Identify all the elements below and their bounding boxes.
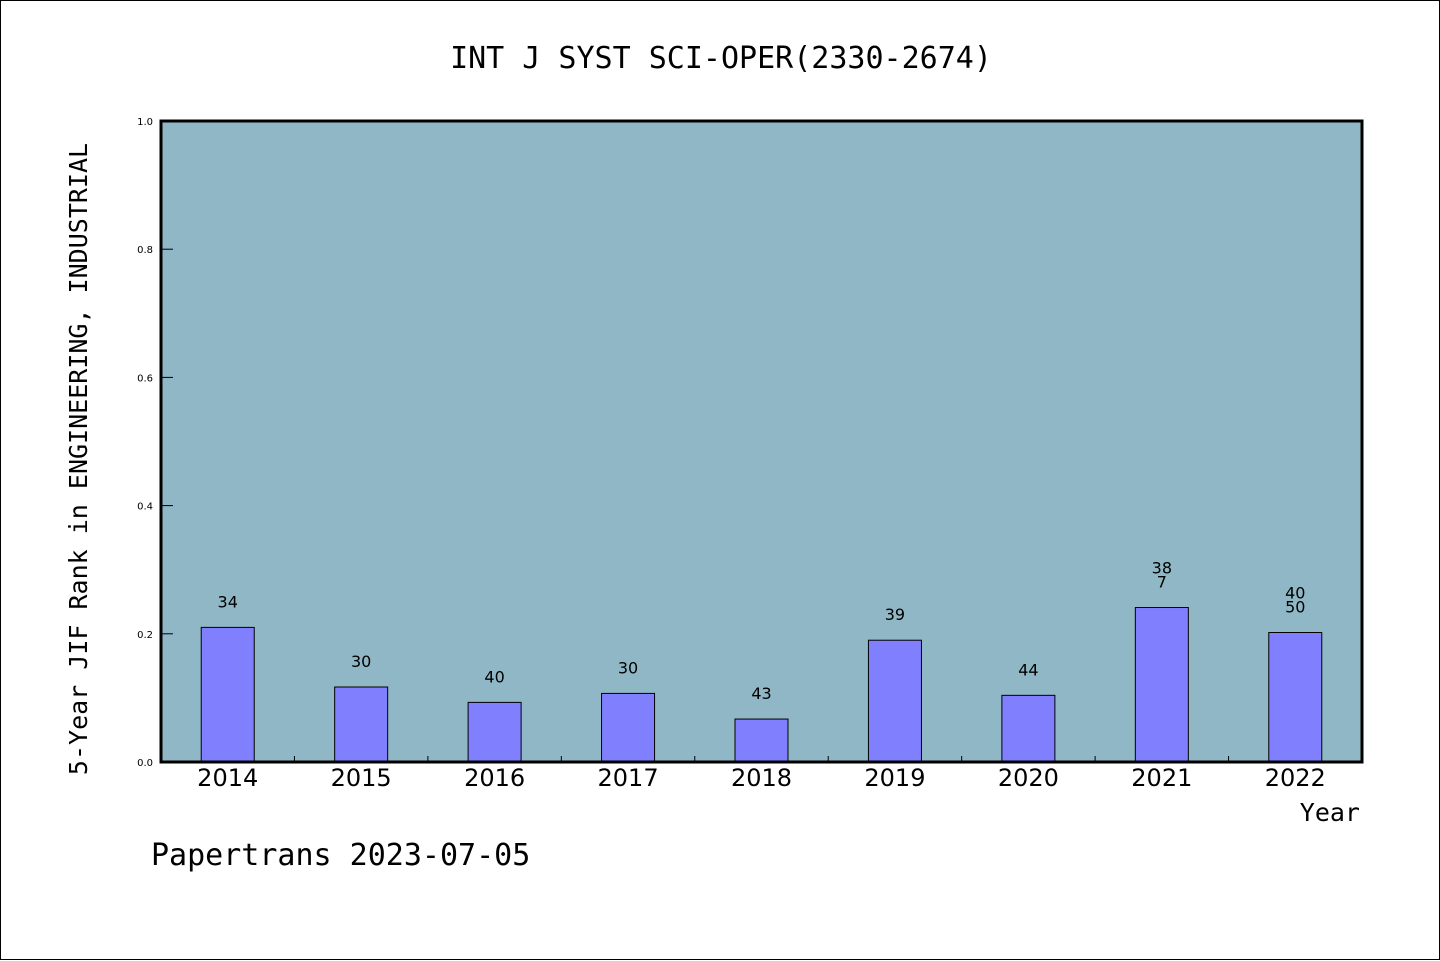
bar-2014 [200,626,255,763]
plot-border [159,119,1364,764]
bar-value-label: 50 [1285,598,1305,617]
y-tick-label: 0.2 [137,630,153,641]
bar-2019 [867,639,922,763]
bar-value-label: 30 [618,658,638,677]
bar-2022 [1268,632,1323,763]
x-tick-label: 2022 [1265,764,1326,792]
y-tick-label: 1.0 [137,117,153,128]
footer-credit: Papertrans 2023-07-05 [151,838,530,873]
x-tick-label: 2017 [598,764,659,792]
bar-2015 [334,686,389,763]
bar-value-label: 7 [1157,573,1167,592]
x-tick-label: 2014 [197,764,258,792]
y-tick-label: 0.0 [137,758,153,769]
x-tick-label: 2019 [864,764,925,792]
y-tick-label: 0.8 [137,245,153,256]
x-tick-label: 2016 [464,764,525,792]
bar-2021 [1134,607,1189,763]
chart-title: INT J SYST SCI-OPER(2330-2674) [450,41,992,76]
bar-value-label: 34 [218,592,238,611]
bar-value-label: 43 [751,684,771,703]
bar-2016 [467,701,522,763]
bar-2018 [734,718,789,763]
bar-value-label: 44 [1018,660,1038,679]
bar-value-label: 38 [1152,559,1172,578]
x-axis-label: Year [1300,798,1360,827]
bar-value-label: 39 [885,605,905,624]
x-axis: 2014 2015 2016 2017 2018 2019 2020 2021 2022 [197,756,1326,792]
x-tick-label: 2015 [331,764,392,792]
bar-2017 [601,692,656,763]
y-tick-label: 0.4 [137,502,153,513]
bar-value-label: 30 [351,652,371,671]
bar-2020 [1001,694,1056,763]
bar-value-label: 40 [1285,584,1305,603]
bar-value-label: 40 [484,667,504,686]
x-tick-label: 2021 [1131,764,1192,792]
x-tick-label: 2018 [731,764,792,792]
y-tick-label: 0.6 [137,373,153,384]
x-tick-label: 2020 [998,764,1059,792]
y-axis-label: 5-Year JIF Rank in ENGINEERING, INDUSTRI… [64,143,93,775]
